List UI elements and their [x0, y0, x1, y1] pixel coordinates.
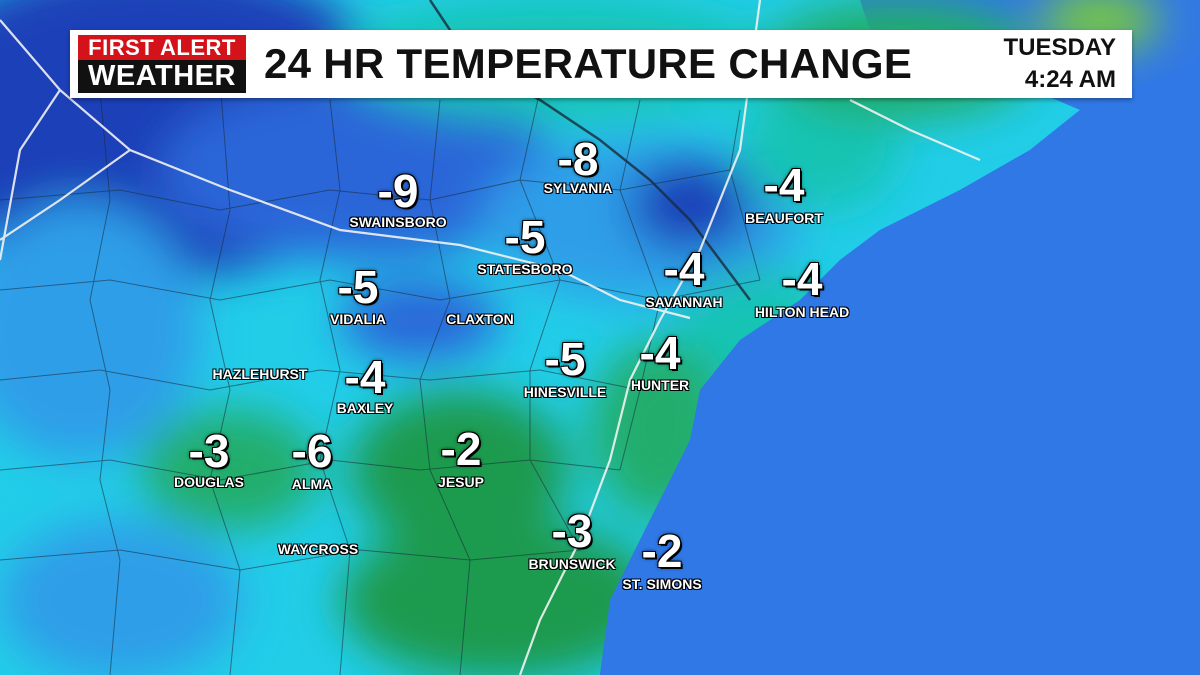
value-sylvania: -8 — [557, 133, 599, 185]
city-jesup: JESUP — [438, 474, 484, 490]
county-lines — [0, 79, 761, 675]
value-vidalia: -5 — [337, 261, 379, 313]
value-beaufort: -4 — [763, 159, 805, 211]
logo-bottom-text: WEATHER — [78, 60, 246, 93]
value-savannah: -4 — [663, 243, 705, 295]
map-title: 24 HR TEMPERATURE CHANGE — [264, 40, 913, 87]
city-alma: ALMA — [291, 476, 333, 492]
time-label: 4:24 AM — [1024, 66, 1116, 93]
city-brunswick: BRUNSWICK — [528, 556, 616, 572]
city-waycross: WAYCROSS — [277, 541, 359, 557]
value-alma: -6 — [291, 425, 333, 477]
value-st-simons: -2 — [641, 525, 683, 577]
city-swainsboro: SWAINSBORO — [349, 214, 447, 230]
city-baxley: BAXLEY — [336, 400, 394, 416]
city-hilton-head: HILTON HEAD — [754, 304, 850, 320]
city-hinesville: HINESVILLE — [523, 384, 607, 400]
city-douglas: DOUGLAS — [174, 474, 244, 490]
city-claxton: CLAXTON — [446, 311, 514, 327]
value-brunswick: -3 — [551, 505, 593, 557]
city-savannah: SAVANNAH — [645, 294, 723, 310]
value-hunter: -4 — [639, 327, 681, 379]
value-hinesville: -5 — [544, 333, 586, 385]
city-hunter: HUNTER — [630, 377, 690, 393]
city-beaufort: BEAUFORT — [745, 210, 823, 226]
city-vidalia: VIDALIA — [330, 311, 386, 327]
ocean-overlay — [600, 0, 1200, 675]
day-label: TUESDAY — [1003, 34, 1116, 61]
value-hilton-head: -4 — [781, 253, 823, 305]
city-sylvania: SYLVANIA — [543, 180, 613, 196]
highways — [0, 0, 981, 675]
value-jesup: -2 — [440, 423, 482, 475]
value-douglas: -3 — [188, 425, 230, 477]
header-bar: FIRST ALERT WEATHER 24 HR TEMPERATURE CH… — [70, 30, 1132, 98]
value-statesboro: -5 — [504, 211, 546, 263]
value-swainsboro: -9 — [377, 165, 419, 217]
value-baxley: -4 — [344, 351, 386, 403]
first-alert-weather-logo: FIRST ALERT WEATHER — [78, 35, 246, 93]
city-st-simons: ST. SIMONS — [622, 576, 702, 592]
city-statesboro: STATESBORO — [477, 261, 573, 277]
city-hazlehurst: HAZLEHURST — [212, 366, 308, 382]
logo-top-text: FIRST ALERT — [78, 35, 246, 60]
